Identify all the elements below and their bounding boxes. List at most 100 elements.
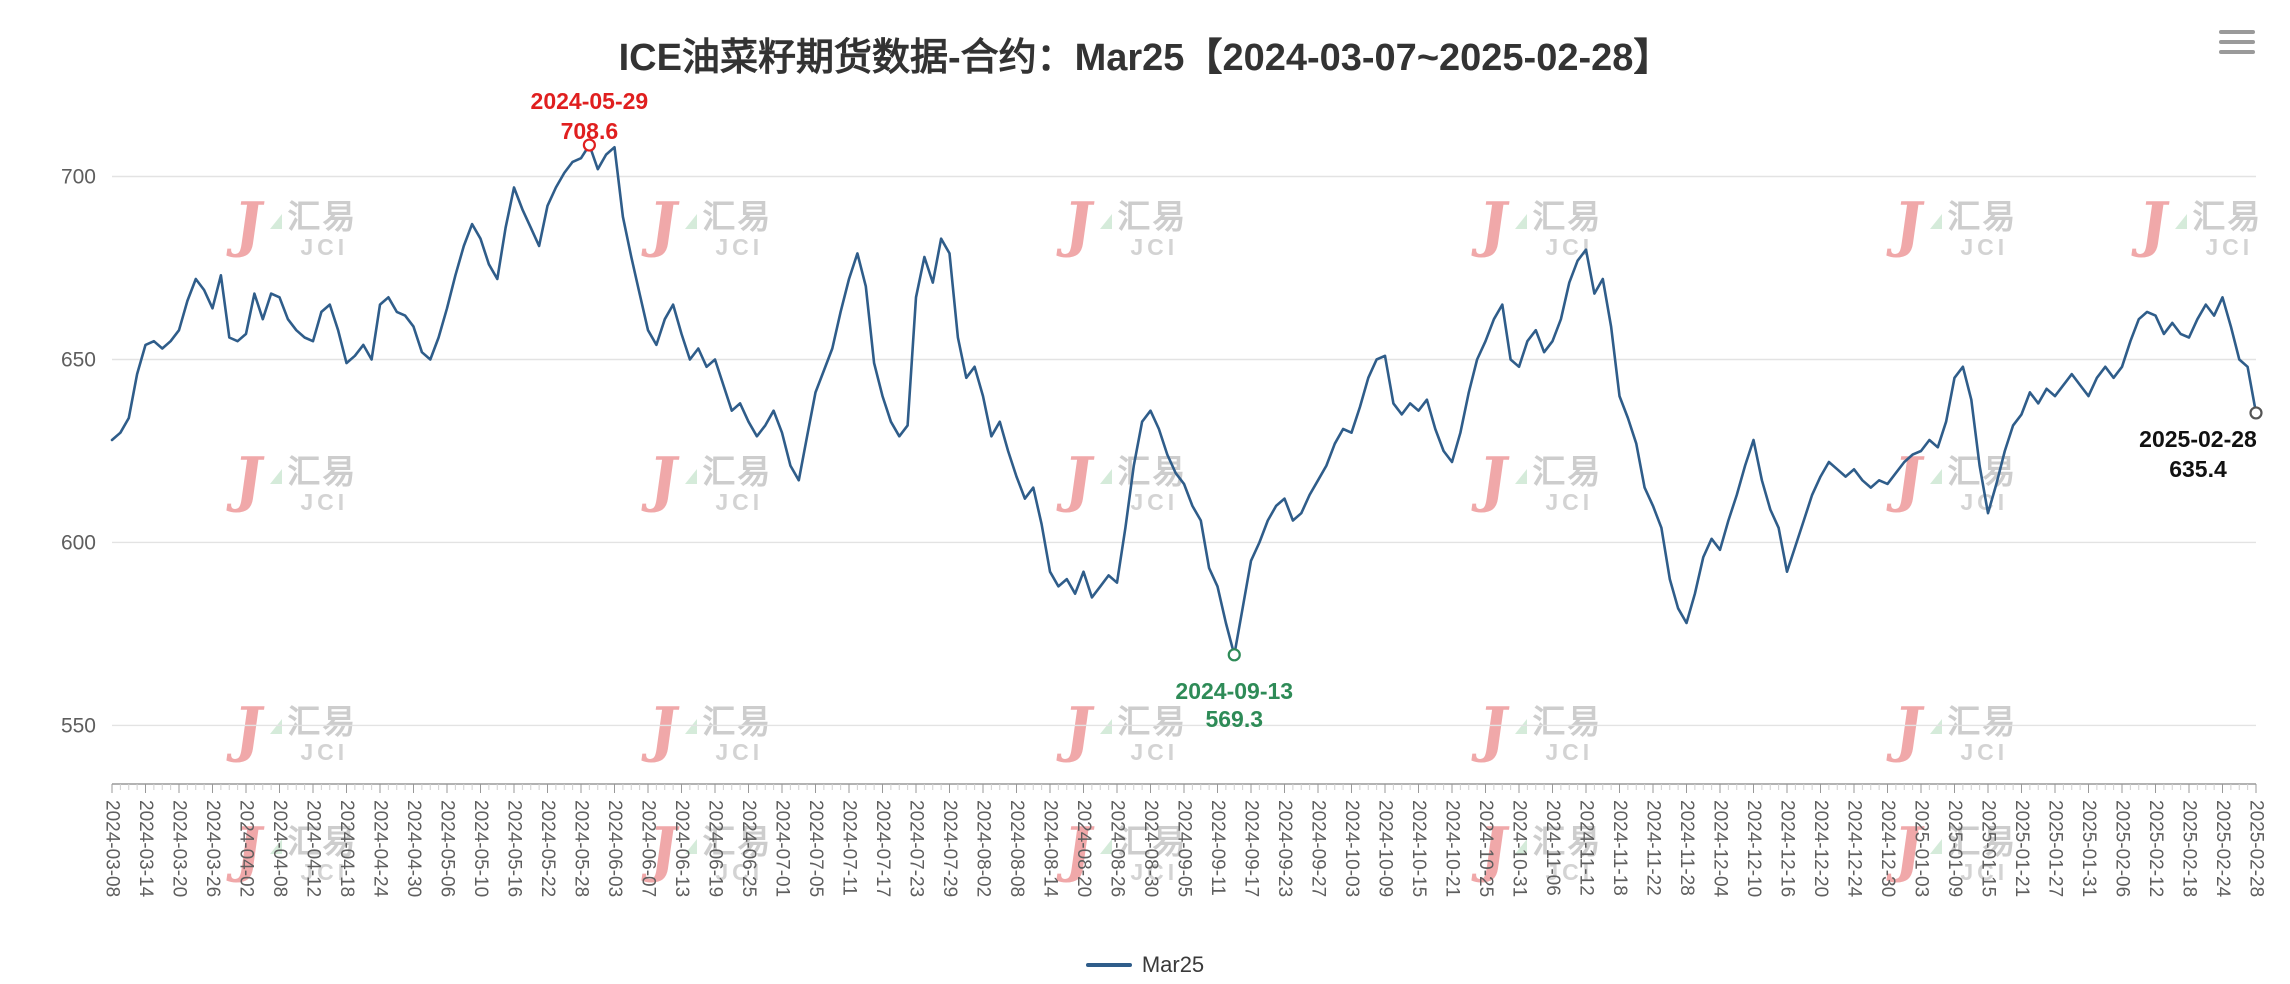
watermark-brand-cn: 汇易 xyxy=(287,198,358,235)
watermark-brand-cn: 汇易 xyxy=(287,453,358,490)
watermark-brand-cn: 汇易 xyxy=(702,198,773,235)
x-axis-label: 2024-04-08 xyxy=(269,800,290,897)
watermark-brand-en: JCI xyxy=(715,488,764,515)
watermark-brand-cn: 汇易 xyxy=(1947,198,2018,235)
watermark-logo: J 汇易 JCI xyxy=(1890,695,2017,765)
watermark-triangle-icon xyxy=(685,838,698,854)
x-axis-label: 2024-12-16 xyxy=(1777,800,1798,897)
watermark-logo: J 汇易 JCI xyxy=(645,695,773,765)
watermark-logo: J 汇易 JCI xyxy=(1475,815,1603,885)
x-axis-label: 2024-08-14 xyxy=(1040,800,1061,898)
x-axis-label: 2025-01-21 xyxy=(2011,800,2032,897)
x-axis-label: 2024-10-21 xyxy=(1442,800,1463,897)
watermark-brand-cn: 汇易 xyxy=(287,823,358,860)
x-axis-label: 2024-05-06 xyxy=(437,800,458,897)
watermark-logo: J 汇易 JCI xyxy=(1475,445,1603,515)
grid-lines xyxy=(112,175,2256,727)
hamburger-menu-icon[interactable] xyxy=(2219,30,2255,54)
watermark-logo: J 汇易 JCI xyxy=(1060,190,1188,260)
max-annotation-date: 2024-05-29 xyxy=(531,88,649,114)
x-axis-label: 2024-10-09 xyxy=(1375,800,1396,897)
watermark-brand-cn: 汇易 xyxy=(1117,198,1188,235)
x-axis-label: 2024-09-05 xyxy=(1174,800,1195,897)
x-axis-label: 2024-06-25 xyxy=(738,800,759,897)
watermark-triangle-icon xyxy=(1100,213,1113,229)
x-axis-label: 2024-10-25 xyxy=(1475,800,1496,897)
watermark-brand-en: JCI xyxy=(715,738,764,765)
watermark-triangle-icon xyxy=(270,838,283,854)
x-axis-label: 2024-11-06 xyxy=(1542,800,1563,896)
x-axis-label: 2024-04-24 xyxy=(370,800,391,898)
watermark-triangle-icon xyxy=(1930,468,1943,484)
legend-item-mar25[interactable]: Mar25 xyxy=(1085,952,1204,978)
x-axis-label: 2024-05-28 xyxy=(571,800,592,897)
watermark-brand-cn: 汇易 xyxy=(702,703,773,740)
x-axis-label: 2024-11-28 xyxy=(1676,800,1697,896)
x-axis-label: 2024-07-01 xyxy=(772,800,793,897)
legend-line-icon xyxy=(1085,963,1132,967)
x-axis-label: 2025-01-15 xyxy=(1978,800,1999,897)
menu-bar xyxy=(2219,50,2255,54)
watermark-triangle-icon xyxy=(270,468,283,484)
watermark-logo: J 汇易 JCI xyxy=(1890,190,2018,260)
min-annotation-value: 569.3 xyxy=(1205,706,1263,732)
x-axis-label: 2024-11-12 xyxy=(1576,800,1597,896)
y-axis-label: 600 xyxy=(61,531,96,554)
y-axis-labels: 550 600 650 700 xyxy=(61,166,96,738)
x-axis-ticks xyxy=(111,784,2257,793)
x-axis-label: 2024-08-30 xyxy=(1140,800,1161,897)
watermark-logo: J 汇易 JCI xyxy=(230,190,358,260)
x-axis-label: 2024-12-20 xyxy=(1810,800,1831,897)
max-point-marker xyxy=(582,138,596,152)
watermark-brand-cn: 汇易 xyxy=(2192,198,2263,235)
x-axis-label: 2024-08-20 xyxy=(1073,800,1094,897)
watermark-brand-en: JCI xyxy=(300,858,349,885)
x-axis-label: 2024-08-08 xyxy=(1006,800,1027,897)
last-annotation-date: 2025-02-28 xyxy=(2139,426,2257,452)
watermark-brand-cn: 汇易 xyxy=(1532,198,1603,235)
watermark-brand-en: JCI xyxy=(1130,738,1179,765)
watermark-triangle-icon xyxy=(685,213,698,229)
x-axis-label: 2024-12-04 xyxy=(1710,800,1731,898)
watermark-triangle-icon xyxy=(1515,468,1528,484)
watermark-brand-en: JCI xyxy=(1130,233,1179,260)
x-axis-label: 2024-06-07 xyxy=(638,800,659,897)
watermark-logo: J 汇易 JCI xyxy=(230,815,358,885)
x-axis-label: 2024-10-15 xyxy=(1408,800,1429,897)
x-axis-label: 2024-03-26 xyxy=(202,800,223,897)
x-axis-label: 2024-12-24 xyxy=(1844,800,1865,898)
x-axis-label: 2024-04-12 xyxy=(303,800,324,897)
watermark-logo: J 汇易 JCI xyxy=(1060,695,1187,765)
x-axis-label: 2025-02-24 xyxy=(2212,800,2233,898)
x-axis-label: 2024-04-02 xyxy=(236,800,257,897)
y-axis-label: 550 xyxy=(61,714,96,737)
watermark-triangle-icon xyxy=(1930,213,1943,229)
max-annotation-value: 708.6 xyxy=(561,118,619,144)
watermark-triangle-icon xyxy=(1515,838,1528,854)
watermark-brand-en: JCI xyxy=(1545,858,1594,885)
watermark-logo: J 汇易 JCI xyxy=(1475,695,1602,765)
x-axis-label: 2024-07-11 xyxy=(839,800,860,896)
menu-bar xyxy=(2219,40,2255,44)
watermark-brand-cn: 汇易 xyxy=(1947,823,2018,860)
watermark-brand-cn: 汇易 xyxy=(1532,823,1603,860)
watermark-logo: J 汇易 JCI xyxy=(1060,445,1187,515)
x-axis-label: 2024-10-03 xyxy=(1341,800,1362,897)
watermark-brand-cn: 汇易 xyxy=(702,453,773,490)
watermark-logo: J 汇易 JCI xyxy=(1060,815,1187,885)
watermark-brand-en: JCI xyxy=(300,738,349,765)
watermark-brand-en: JCI xyxy=(300,233,349,260)
x-axis-label: 2024-08-02 xyxy=(973,800,994,897)
x-axis-label: 2024-11-22 xyxy=(1643,800,1664,896)
watermark-brand-cn: 汇易 xyxy=(1532,453,1603,490)
x-axis-label: 2025-01-03 xyxy=(1911,800,1932,897)
watermark-brand-en: JCI xyxy=(2205,233,2254,260)
x-axis-label: 2024-10-31 xyxy=(1509,800,1530,897)
x-axis-label: 2025-01-31 xyxy=(2078,800,2099,897)
x-axis-label: 2024-05-22 xyxy=(537,800,558,897)
watermark-brand-en: JCI xyxy=(715,858,764,885)
legend: Mar25 xyxy=(0,952,2290,978)
